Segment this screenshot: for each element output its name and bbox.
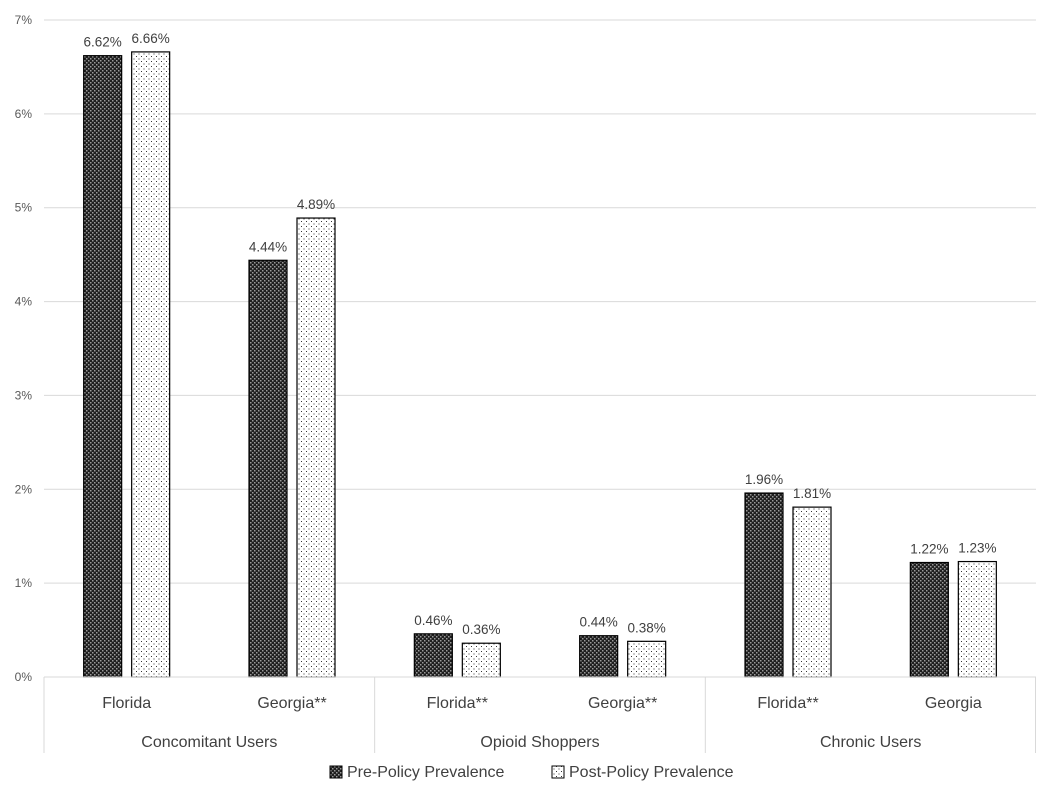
bar xyxy=(627,640,667,678)
data-label: 1.23% xyxy=(958,541,996,556)
x-group-label: Concomitant Users xyxy=(141,734,277,751)
y-tick-label: 6% xyxy=(15,107,33,121)
x-group-label: Chronic Users xyxy=(820,734,921,751)
bar xyxy=(461,642,501,678)
x-axis: Florida Georgia** Florida** Georgia** Florid… xyxy=(43,676,1036,753)
grid-lines xyxy=(44,19,1036,584)
y-axis: 0% 1% 2% 3% 4% 5% 6% 7% xyxy=(15,13,33,684)
x-category-label: Florida** xyxy=(757,695,818,712)
y-tick-label: 3% xyxy=(15,388,33,402)
bar xyxy=(579,635,619,678)
bar xyxy=(296,217,336,678)
legend-label: Post-Policy Prevalence xyxy=(569,764,734,781)
data-label: 1.81% xyxy=(793,486,831,501)
data-label: 6.66% xyxy=(132,31,170,46)
data-label: 0.38% xyxy=(628,620,666,635)
data-label: 6.62% xyxy=(84,35,122,50)
bars xyxy=(83,51,997,678)
data-label: 0.46% xyxy=(414,613,452,628)
legend-label: Pre-Policy Prevalence xyxy=(347,764,505,781)
legend-swatch xyxy=(551,765,565,779)
bar xyxy=(83,55,123,678)
x-category-label: Georgia** xyxy=(257,695,326,712)
y-tick-label: 4% xyxy=(15,295,33,309)
data-label: 0.36% xyxy=(462,622,500,637)
data-label: 4.89% xyxy=(297,197,335,212)
y-tick-label: 1% xyxy=(15,576,33,590)
data-label: 4.44% xyxy=(249,239,287,254)
x-category-label: Florida xyxy=(102,695,151,712)
legend: Pre-Policy Prevalence Post-Policy Prevale… xyxy=(329,764,734,781)
x-category-label: Georgia xyxy=(925,695,982,712)
legend-swatch xyxy=(329,765,343,779)
bar xyxy=(744,492,784,678)
x-category-label: Georgia** xyxy=(588,695,657,712)
x-group-label: Opioid Shoppers xyxy=(480,734,599,751)
bar xyxy=(413,633,453,678)
bar xyxy=(909,561,949,678)
data-label: 1.22% xyxy=(910,541,948,556)
bar xyxy=(957,560,997,678)
data-label: 1.96% xyxy=(745,472,783,487)
y-tick-label: 7% xyxy=(15,13,33,27)
y-tick-label: 0% xyxy=(15,670,33,684)
y-tick-label: 5% xyxy=(15,201,33,215)
data-labels: 6.62% 6.66% 4.44% 4.89% 0.46% 0.36% 0.44% 0.38%… xyxy=(84,31,997,637)
y-tick-label: 2% xyxy=(15,482,33,496)
bar xyxy=(792,506,832,678)
bar xyxy=(248,259,288,678)
data-label: 0.44% xyxy=(580,615,618,630)
x-category-label: Florida** xyxy=(427,695,488,712)
bar xyxy=(131,51,171,678)
